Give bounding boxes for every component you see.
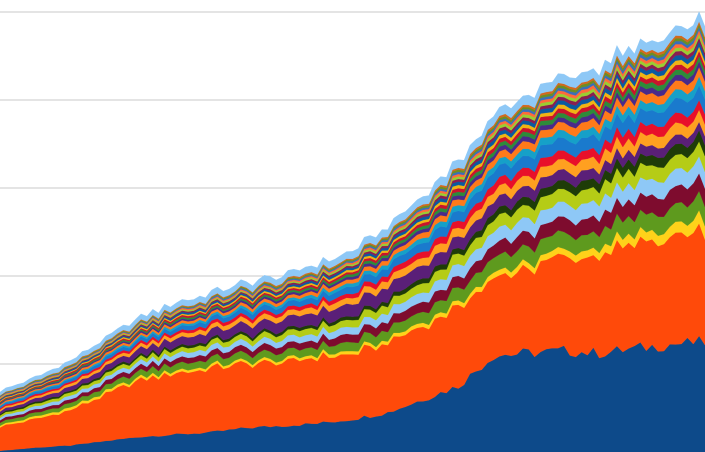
area-series-26	[0, 11, 705, 396]
area-series-group	[0, 11, 705, 452]
